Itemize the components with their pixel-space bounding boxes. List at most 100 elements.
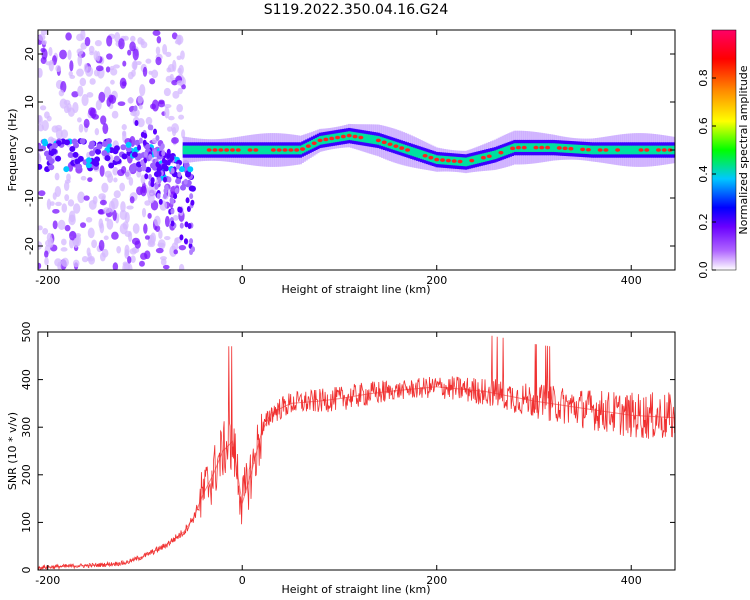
spectrogram-noise-blob [178, 64, 184, 75]
spectrogram-noise-blob [174, 237, 179, 246]
ridge-peak [323, 137, 329, 142]
spectrogram-core-blob [63, 166, 70, 173]
spectrogram-noise-blob [91, 113, 99, 120]
spectrogram-noise-blob [77, 191, 85, 204]
spectrogram-core-blob [51, 142, 58, 149]
spectrogram-noise-blob [127, 263, 133, 270]
snr-x-tick-label: -200 [35, 574, 60, 587]
ridge-inner [258, 145, 262, 155]
spectrogram-noise-blob [80, 30, 86, 40]
ridge-inner [620, 145, 623, 155]
ridge-peak [206, 148, 212, 152]
spectrogram-noise-blob [148, 70, 153, 75]
ridge-inner [419, 150, 423, 159]
spectrogram-streak [170, 198, 175, 205]
spectrogram-noise-blob [83, 63, 89, 73]
ridge-inner [260, 145, 264, 155]
spectrogram-noise-blob [139, 84, 146, 97]
ridge-peak [533, 145, 539, 150]
ridge-peak [346, 133, 352, 138]
spectrogram-noise-blob [147, 212, 152, 219]
spectrogram-noise-blob [136, 170, 142, 178]
spectrogram-noise-blob [125, 169, 131, 180]
colorbar-tick-label: 0.8 [697, 69, 710, 87]
spectrogram-marks [38, 30, 675, 270]
snr-xlabel: Height of straight line (km) [281, 583, 430, 596]
spectrogram-noise-blob [88, 45, 95, 54]
spectrogram-noise-blob [91, 239, 98, 249]
spectrogram-noise-blob [168, 115, 175, 121]
spectrogram-y-tick-label: -10 [23, 189, 36, 207]
spectrogram-xlabel: Height of straight line (km) [281, 283, 430, 296]
spectrogram-streak [161, 150, 166, 157]
spectrogram-streak [178, 206, 183, 213]
spectrogram-noise-blob [106, 97, 112, 107]
ridge-peak [253, 148, 259, 152]
spectrogram-noise-blob [117, 101, 126, 107]
spectrogram-noise-blob [111, 110, 119, 119]
ridge-inner [266, 145, 269, 155]
spectrogram-noise-blob [122, 35, 129, 41]
ridge-inner [573, 144, 577, 154]
spectrogram-streak [155, 161, 160, 168]
spectrogram-noise-blob [78, 123, 84, 133]
spectrogram-noise-blob [110, 68, 118, 76]
snr-y-tick-label: 500 [20, 322, 33, 343]
spectrogram-noise-blob [40, 47, 46, 53]
spectrogram-y-tick-label: 20 [23, 47, 36, 61]
spectrogram-streak [147, 124, 152, 131]
spectrogram-noise-blob [49, 201, 55, 206]
ridge-inner [476, 154, 479, 164]
spectrogram-noise-blob [113, 190, 121, 199]
ridge-peak [422, 153, 428, 158]
snr-series-line [38, 335, 675, 570]
ridge-inner [624, 145, 627, 155]
spectrogram-core-blob [125, 141, 132, 148]
spectrogram-noise-blob [52, 220, 58, 230]
ridge-peak [498, 150, 504, 155]
spectrogram-streak [138, 137, 143, 144]
spectrogram-noise-blob [57, 219, 66, 230]
ridge-peak [317, 138, 323, 143]
spectrogram-noise-blob [144, 250, 151, 260]
spectrogram-noise-blob [176, 104, 184, 113]
ridge-inner [550, 143, 553, 152]
spectrogram-noise-blob [84, 36, 91, 47]
ridge-peak [428, 155, 434, 160]
ridge-inner [410, 146, 413, 156]
spectrogram-noise-blob [59, 49, 67, 60]
spectrogram-noise-blob [98, 218, 104, 229]
spectrogram-y-tick-label: 0 [23, 147, 36, 154]
ridge-peak [562, 146, 568, 151]
ridge-peak [218, 148, 224, 152]
ridge-peak [288, 148, 294, 152]
spectrogram-core-blob [120, 144, 127, 151]
ridge-peak [469, 158, 475, 163]
spectrogram-panel: -200 0 200 400 -20 -10 0 10 20 Height of straig… [6, 29, 676, 296]
spectrogram-noise-blob [86, 247, 91, 257]
spectrogram-streak [183, 178, 188, 185]
spectrogram-streak [161, 157, 166, 164]
ridge-peak [644, 148, 650, 152]
spectrogram-noise-blob [171, 137, 179, 144]
spectrogram-noise-blob [104, 86, 111, 98]
snr-y-tick-label: 0 [20, 567, 33, 574]
ridge-peak [597, 148, 603, 152]
spectrogram-streak [162, 176, 167, 183]
spectrogram-noise-blob [163, 87, 171, 97]
spectrogram-noise-blob [38, 190, 46, 197]
spectrogram-noise-blob [152, 30, 161, 36]
spectrogram-x-tick-label: 0 [239, 274, 246, 287]
spectrogram-core-blob [72, 151, 79, 158]
ridge-inner [595, 145, 598, 155]
spectrogram-noise-blob [83, 195, 90, 201]
ridge-peak [230, 148, 236, 152]
spectrogram-noise-blob [52, 192, 57, 200]
ridge-inner [202, 145, 205, 155]
spectrogram-streak [160, 143, 165, 150]
ridge-peak [311, 141, 317, 146]
spectrogram-noise-blob [47, 237, 54, 248]
spectrogram-noise-blob [129, 41, 136, 52]
spectrogram-streak [158, 198, 163, 205]
ridge-peak [486, 154, 492, 159]
